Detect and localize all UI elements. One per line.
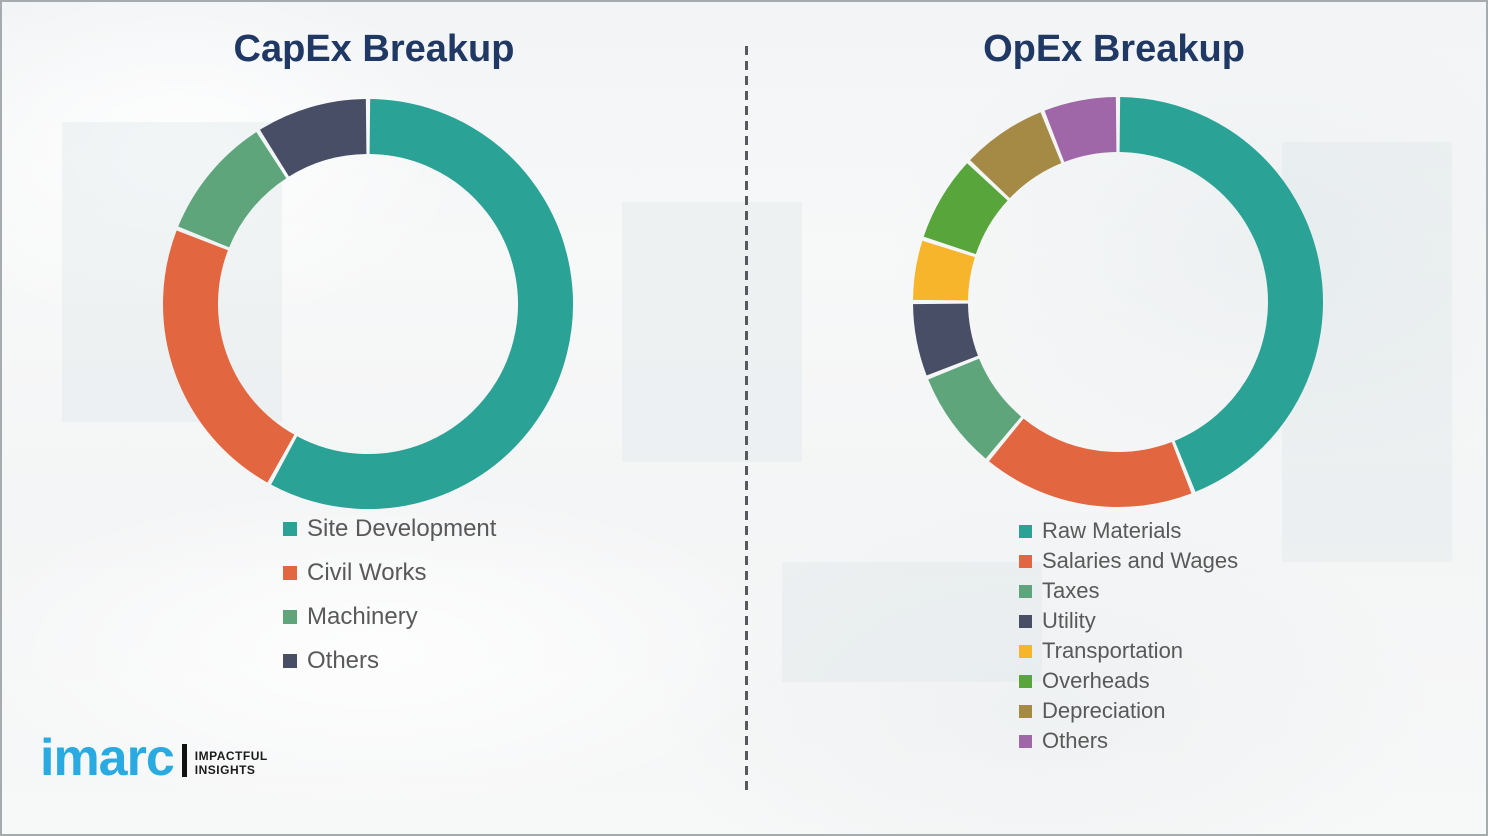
legend-item: Transportation [1019,636,1238,666]
legend-item: Raw Materials [1019,516,1238,546]
donut-segment-others [1044,97,1118,163]
dashed-divider [745,46,748,792]
legend-label: Others [1042,728,1109,753]
legend-swatch [1019,614,1032,628]
legend-swatch [1019,524,1032,538]
legend-item: Taxes [1019,576,1238,606]
legend-label: Raw Materials [1042,518,1182,543]
legend-label: Taxes [1042,578,1100,603]
legend-item: Others [1019,726,1238,756]
donut-segment-depreciation [970,112,1063,199]
opex-legend: Raw Materials Salaries and Wages Taxes Util… [1019,516,1238,756]
legend-item: Depreciation [1019,696,1238,726]
legend-item: Machinery [283,595,496,639]
donut-segment-raw-materials [1119,97,1323,492]
legend-label: Others [307,647,380,674]
donut-segment-others [259,99,368,177]
imarc-wordmark: imarc [40,729,175,787]
capex-legend: Site Development Civil Works Machinery Othe… [283,507,496,683]
legend-item: Utility [1019,606,1238,636]
legend-label: Overheads [1042,668,1150,693]
logo-tagline-line1: IMPACTFUL [194,748,268,763]
legend-item: Site Development [283,507,496,551]
legend-label: Transportation [1042,638,1184,663]
legend-item: Salaries and Wages [1019,546,1238,576]
logo-separator-bar [181,743,187,777]
imarc-logo: imarc IMPACTFUL INSIGHTS [40,729,268,787]
donut-segment-overheads [923,163,1009,255]
donut-segment-civil-works [163,230,295,483]
donut-segment-machinery [178,132,287,248]
legend-swatch [1019,554,1032,568]
legend-swatch [1019,584,1032,598]
logo-tagline-line2: INSIGHTS [194,762,256,777]
logo-tagline: IMPACTFUL INSIGHTS [194,748,268,781]
legend-swatch [1019,734,1032,748]
donut-segment-salaries-and-wages [989,418,1192,507]
legend-swatch [1019,674,1032,688]
legend-label: Utility [1042,608,1096,633]
legend-item: Civil Works [283,551,496,595]
opex-chart-title: OpEx Breakup [983,28,1245,70]
legend-swatch [1019,644,1032,658]
legend-item: Overheads [1019,666,1238,696]
legend-swatch [283,654,297,668]
legend-label: Site Development [307,515,497,542]
legend-label: Civil Works [307,559,427,586]
legend-item: Others [283,639,496,683]
legend-swatch [283,566,297,580]
legend-label: Machinery [307,603,418,630]
donut-segment-site-development [271,99,573,509]
capex-donut-chart [163,99,573,509]
capex-chart-title: CapEx Breakup [233,28,515,70]
legend-swatch [283,610,297,624]
donut-segment-taxes [928,357,1022,459]
legend-swatch [283,522,297,536]
legend-label: Salaries and Wages [1042,548,1239,573]
legend-label: Depreciation [1042,698,1166,723]
donut-segment-utility [913,302,979,376]
legend-swatch [1019,704,1032,718]
donut-segment-transportation [913,240,976,302]
opex-donut-chart [913,97,1323,507]
